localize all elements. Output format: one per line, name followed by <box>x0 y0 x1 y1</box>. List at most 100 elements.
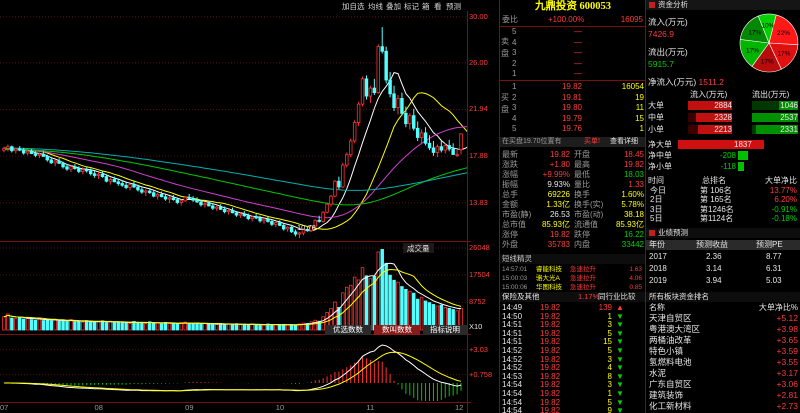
candle <box>321 211 325 223</box>
candle <box>45 154 50 162</box>
toolbar-button[interactable]: 均线 <box>368 2 383 11</box>
toolbar-button[interactable]: 看 <box>434 2 442 11</box>
volume-bar <box>155 322 160 331</box>
sector-name[interactable]: 天津自贸区 <box>649 313 692 323</box>
kline-chart[interactable] <box>0 11 467 241</box>
arrow-down-icon: ▼ <box>616 354 624 364</box>
net-bar-row: 净中单 -208 <box>646 151 800 161</box>
fund-out-bar <box>755 125 798 134</box>
volume-bar <box>380 249 384 331</box>
volume-bar <box>116 321 120 331</box>
stat-value: 18.03 <box>623 170 644 179</box>
level-number: 4 <box>512 113 517 123</box>
candle <box>53 159 57 167</box>
candle <box>270 219 274 227</box>
volume-bar <box>45 318 50 331</box>
tick-tab[interactable]: 同行业比较 <box>598 292 636 301</box>
sector-name[interactable]: 特色小镇 <box>649 346 684 356</box>
sell-label-char: 卖 <box>501 37 509 46</box>
forecast-header-row: 年份 预测收益 预测PE <box>646 240 800 250</box>
volume-bar <box>84 320 89 331</box>
candle <box>14 147 18 154</box>
sector-name[interactable]: 两桶油改革 <box>649 335 692 345</box>
candle <box>415 121 420 141</box>
macd-tab[interactable]: 指标说明 <box>423 325 467 335</box>
macd-tab[interactable]: 优选数数 <box>325 325 371 335</box>
quote-stat-row: 外盘 35783 内盘 33442 <box>500 240 646 250</box>
candle-body <box>159 194 164 198</box>
toolbar-button[interactable]: 叠加 <box>386 2 401 11</box>
fund-in-value: 2213 <box>714 125 732 134</box>
tick-tab[interactable]: 保险及其他 <box>502 292 540 301</box>
sector-header-row: 名称 大单净比% <box>646 303 800 313</box>
candle <box>238 212 243 218</box>
tick-price: 19.82 <box>540 406 561 413</box>
wizard-header: 短线精灵 <box>500 254 646 264</box>
big-order-text: 在买盘19.70位置有 <box>502 138 562 145</box>
stat-label: 外盘 <box>502 240 518 249</box>
tick-row: 14:54 19.82 3 ▼ <box>500 380 646 389</box>
sector-name[interactable]: 建筑装饰 <box>649 390 684 400</box>
candle <box>140 186 144 194</box>
sector-name[interactable]: 水泥 <box>649 368 667 378</box>
candle-body <box>404 112 408 125</box>
stat-value: 33442 <box>621 240 644 249</box>
price-axis-divider <box>467 11 468 413</box>
stat-value: 85.93亿 <box>615 220 644 229</box>
candle-body <box>278 222 282 226</box>
candle <box>262 218 266 224</box>
candle <box>163 194 168 201</box>
tick-time: 14:54 <box>502 397 523 407</box>
candle <box>412 108 416 131</box>
period-row: 2日 第 165名 6.20% <box>646 195 800 204</box>
buy-order-link[interactable]: 买单! <box>584 138 600 145</box>
candle-body <box>293 231 298 235</box>
period-header: 总排名 <box>702 176 726 185</box>
kline-panel[interactable]: 加自选 均线 叠加 标记箱看预测 30.00 26.00 21.94 17.88 13.83 … <box>0 0 492 413</box>
volume-bar <box>352 276 357 331</box>
macd-tab[interactable]: 数叫数数 <box>374 325 420 335</box>
sector-name[interactable]: 氢燃料电池 <box>649 357 692 367</box>
period-rank: 第 165名 <box>700 195 732 204</box>
sector-name[interactable]: 广东自贸区 <box>649 379 692 389</box>
volume-bar <box>278 324 282 331</box>
volume-bar <box>392 279 396 331</box>
toolbar-button[interactable]: 加自选 <box>342 2 365 11</box>
candle <box>215 205 219 212</box>
candle-body <box>439 146 444 151</box>
period-time: 5日 <box>650 214 663 223</box>
volume-bar <box>100 320 105 331</box>
period-time: 2日 <box>650 195 663 204</box>
buys-row: 2 19.81 19 <box>500 93 646 103</box>
candle-body <box>100 173 105 178</box>
candle <box>116 178 120 186</box>
fund-out-bar <box>752 113 798 122</box>
toolbar-button[interactable]: 箱 <box>422 2 430 11</box>
stat-label: 流通值 <box>574 220 598 229</box>
pie-slice-label: 17% <box>761 58 774 65</box>
toolbar-button[interactable]: 标记 <box>404 2 419 11</box>
candle-body <box>92 173 97 176</box>
macd-chart[interactable] <box>0 335 467 402</box>
candle-body <box>199 201 203 206</box>
sector-name[interactable]: 化工新材料 <box>649 401 692 411</box>
volume-bar <box>246 324 250 331</box>
macd-tick-label: +0.758 <box>469 369 493 379</box>
period-pct: -0.18% <box>771 214 797 223</box>
view-detail-button[interactable]: 查看详细 <box>610 138 638 145</box>
toolbar-button[interactable]: 预测 <box>446 2 461 11</box>
volume-bar <box>49 320 53 331</box>
volume-chart[interactable] <box>0 242 467 334</box>
tick-price: 19.82 <box>540 303 561 312</box>
buy-label-char: 买 <box>501 93 509 102</box>
volume-bar <box>226 323 231 331</box>
candle <box>69 165 73 172</box>
sell-orders: 5—4—3—2—1— <box>500 27 646 79</box>
candle-body <box>408 115 412 125</box>
tick-row: 14:51 19.82 5 ▼ <box>500 329 646 338</box>
candle-body <box>266 218 270 222</box>
level-price: 19.81 <box>561 92 582 102</box>
volume-bar <box>285 324 290 331</box>
sector-name[interactable]: 粤港澳大湾区 <box>649 324 701 334</box>
candle-body <box>132 184 136 188</box>
